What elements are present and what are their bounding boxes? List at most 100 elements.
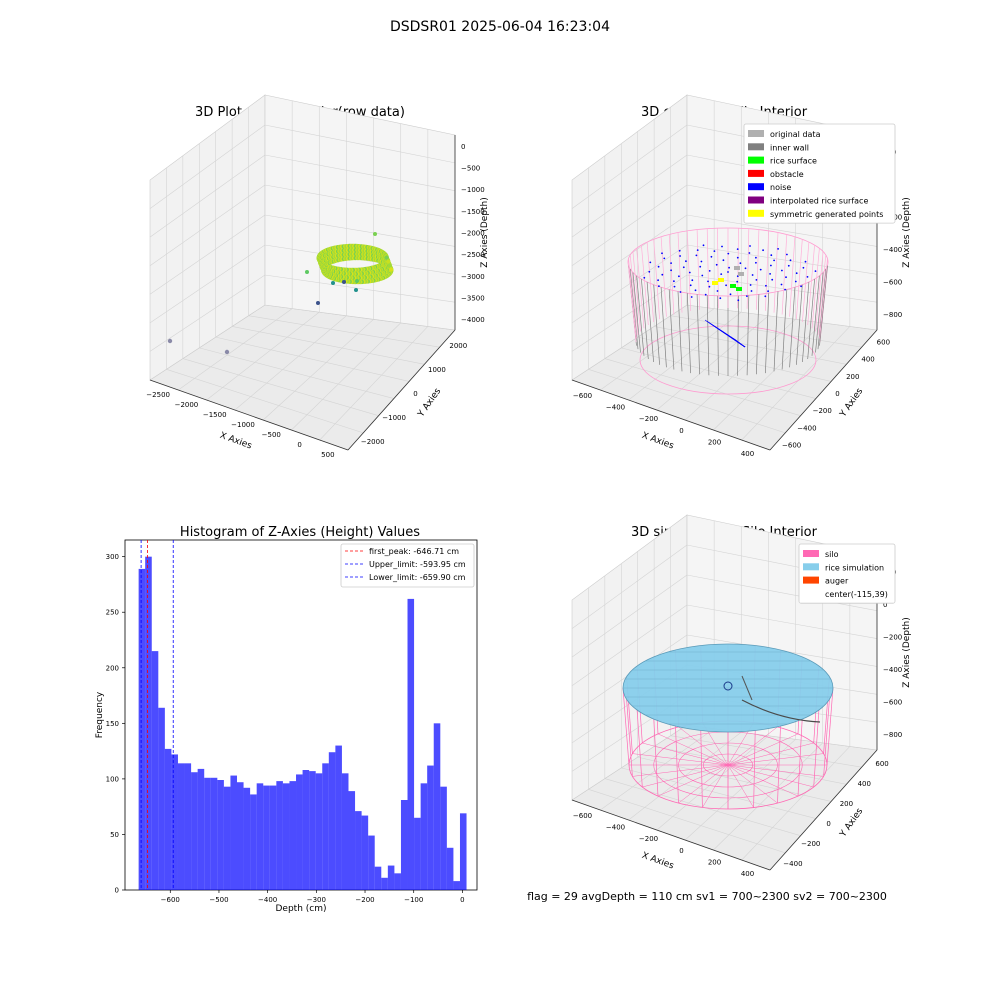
grid-line: [637, 756, 832, 802]
histogram-bar: [191, 772, 198, 890]
y-axis-label: Y Axies: [838, 806, 866, 839]
silo-floor-spoke: [632, 764, 729, 777]
legend-swatch: [748, 169, 764, 177]
grid-line: [588, 369, 786, 434]
y-axis-label: Y Axies: [416, 386, 444, 419]
point: [305, 270, 309, 274]
point: [373, 232, 377, 236]
wall-line: [706, 228, 710, 309]
y-tick-label: 300: [106, 553, 119, 561]
point: [355, 279, 359, 283]
x-tick-label: −2500: [146, 391, 170, 399]
outlier-point: [224, 349, 230, 355]
noise-point: [658, 285, 660, 288]
silo-floor-spoke: [657, 764, 729, 797]
histogram-bar: [381, 877, 388, 890]
y-tick-label: −400: [797, 424, 816, 432]
wall-line: [686, 230, 691, 311]
noise-point: [663, 257, 666, 260]
noise-point: [648, 270, 651, 273]
wall-line: [796, 284, 803, 365]
histogram-axes: −600 −500 −400 −300 −200 −100 0 0 50 100 150 200 250…: [106, 553, 465, 904]
class-point: [734, 266, 740, 270]
noise-point: [690, 296, 693, 298]
noise-point: [719, 297, 722, 300]
grid-line: [262, 319, 374, 421]
histogram-bar: [217, 780, 224, 890]
legend-box: [340, 543, 475, 588]
wall-line: [819, 265, 828, 346]
grid-line: [713, 322, 823, 431]
wall-line: [781, 234, 788, 315]
grid-line: [149, 244, 266, 324]
noise-point: [806, 276, 809, 278]
wall-line: [696, 229, 700, 310]
histogram-bar: [237, 782, 244, 890]
wall-line: [636, 248, 645, 329]
wall-line: [811, 275, 820, 356]
histogram-bar: [400, 800, 408, 890]
histogram-bar: [204, 777, 211, 890]
noise-point: [787, 264, 790, 267]
noise-point: [773, 259, 775, 262]
grid-line: [319, 326, 429, 441]
x-tick-label: 200: [708, 859, 721, 867]
histogram-bar: [184, 763, 192, 890]
class-point: [738, 272, 744, 276]
class-point: [712, 281, 718, 285]
grid-line: [264, 274, 456, 303]
wall-line: [789, 236, 796, 317]
grid-line: [571, 544, 688, 629]
y-tick-label: 0: [826, 820, 830, 828]
histogram-title: Histogram of Z-Axies (Height) Values: [180, 525, 420, 540]
point: [354, 288, 358, 292]
surface-trough: [741, 699, 821, 723]
wall-line: [636, 275, 645, 356]
wall-line: [765, 293, 770, 374]
wall-line: [737, 295, 739, 376]
z-tick-label: −3000: [461, 273, 485, 281]
x-axis-label: X Axies: [640, 851, 675, 872]
legend-label: rice simulation: [825, 563, 884, 572]
legend-label: noise: [770, 183, 791, 192]
legend-label: rice surface: [770, 157, 817, 166]
x-tick-label: −400: [606, 824, 625, 832]
legend-swatch: [748, 143, 764, 151]
x-tick-label: −200: [639, 415, 658, 423]
y-tick-label: −400: [783, 860, 802, 868]
wall-line: [819, 258, 828, 339]
histogram-bars: [138, 556, 467, 890]
y-axis-label: Y Axies: [838, 386, 866, 419]
silo-floor-spoke: [642, 742, 729, 766]
wall-line: [677, 232, 683, 313]
silo-wall-line: [777, 726, 781, 804]
wall-line: [628, 258, 637, 339]
figure-footer: flag = 29 avgDepth = 110 cm sv1 = 700~23…: [527, 890, 887, 903]
legend-label: obstacle: [770, 170, 804, 179]
noise-point: [755, 256, 757, 259]
grid-line: [264, 214, 456, 247]
noise-point: [746, 295, 748, 297]
noise-point: [715, 263, 718, 266]
noise-point: [784, 288, 786, 291]
y-axis-line: [769, 749, 878, 871]
z-tick-label: −4000: [461, 316, 485, 324]
y-tick-label: 200: [846, 373, 859, 381]
noise-point: [649, 261, 652, 264]
histogram-bar: [407, 598, 415, 890]
histogram-bar: [243, 787, 251, 890]
histogram-bar: [374, 866, 382, 890]
noise-point: [755, 279, 758, 281]
grid-line: [571, 124, 688, 209]
z-tick-label: −1500: [461, 208, 485, 216]
noise-point: [802, 266, 805, 269]
silo-wall-line: [622, 687, 630, 766]
histogram-bar: [276, 781, 283, 890]
silo-floor-spoke: [727, 764, 799, 797]
x-tick-label: −500: [209, 896, 228, 904]
z-axis-label: Z Axies (Depth): [480, 197, 490, 268]
histogram-bar: [289, 781, 297, 890]
silo-floor-spoke: [727, 764, 814, 788]
point: [316, 301, 320, 305]
class-point: [718, 278, 724, 282]
